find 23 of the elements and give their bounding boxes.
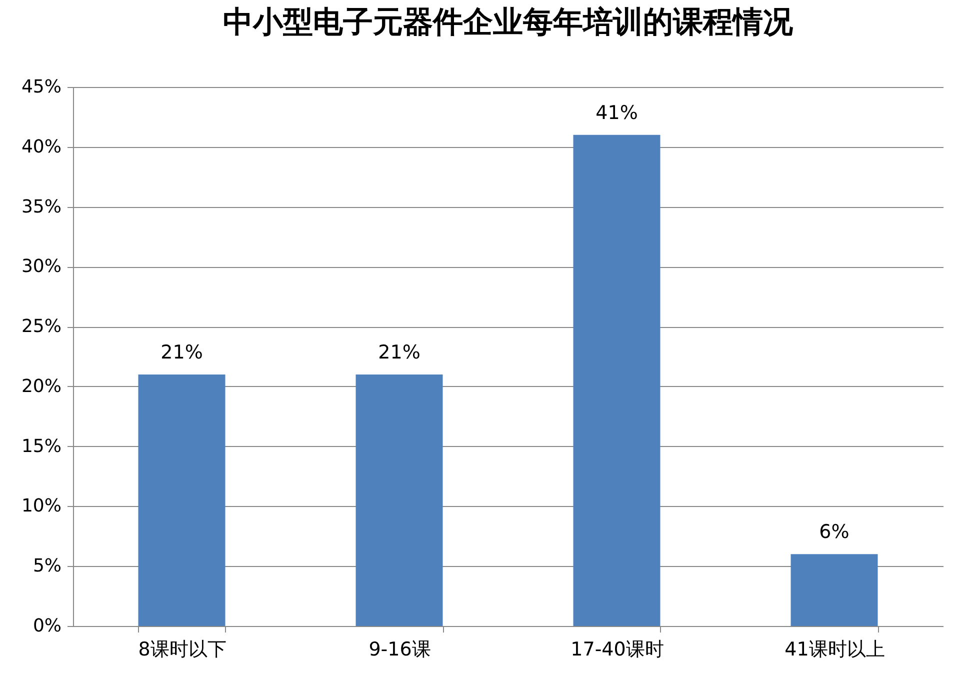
data-label: 21% <box>378 341 420 364</box>
y-tick-label: 10% <box>21 496 62 517</box>
chart-title: 中小型电子元器件企业每年培训的课程情况 <box>223 5 794 40</box>
data-label: 41% <box>596 102 638 124</box>
bar <box>356 374 443 626</box>
y-tick-label: 40% <box>21 136 62 158</box>
x-tick-label: 41课时以上 <box>784 638 885 660</box>
x-tick-label: 9-16课 <box>368 638 431 660</box>
bar <box>790 554 878 626</box>
y-tick-label: 25% <box>21 316 62 338</box>
y-tick-label: 30% <box>21 256 62 278</box>
y-tick-label: 0% <box>32 616 62 636</box>
bar <box>138 374 226 626</box>
data-label: 21% <box>160 341 203 364</box>
x-tick-label: 8课时以下 <box>138 638 226 660</box>
y-tick-label: 5% <box>32 556 62 577</box>
y-tick-label: 45% <box>21 76 62 98</box>
y-tick-label: 35% <box>21 196 62 218</box>
y-tick-label: 20% <box>21 376 62 397</box>
y-tick-label: 15% <box>21 436 62 457</box>
bar <box>573 134 660 626</box>
data-label: 6% <box>819 521 850 544</box>
x-tick-label: 17-40课时 <box>570 638 664 660</box>
